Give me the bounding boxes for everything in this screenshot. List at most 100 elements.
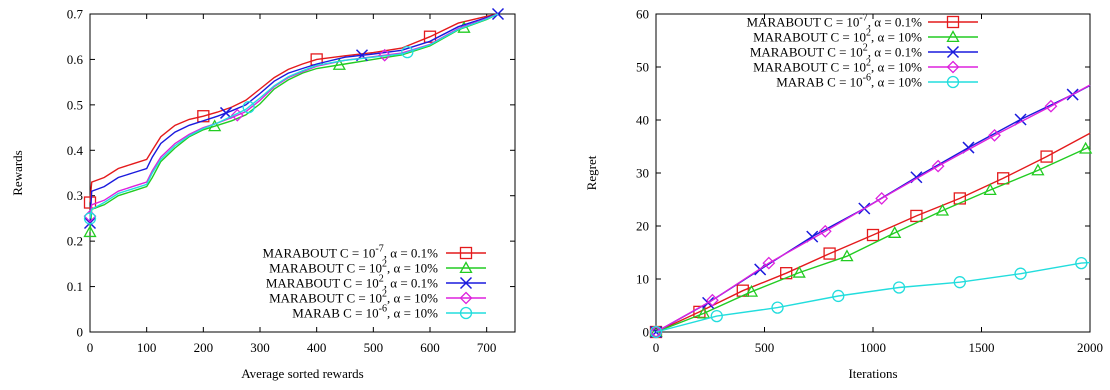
data-point bbox=[242, 100, 255, 114]
y-tick-label: 0.5 bbox=[67, 97, 83, 112]
data-point bbox=[230, 108, 244, 122]
legend-marker bbox=[459, 276, 473, 290]
data-point bbox=[910, 209, 923, 223]
data-point bbox=[332, 58, 346, 70]
data-point bbox=[888, 226, 902, 238]
legend-label: MARABOUT C = 102, α = 0.1% bbox=[750, 43, 922, 60]
y-axis-label: Rewards bbox=[10, 150, 25, 196]
data-point bbox=[378, 48, 392, 62]
legend-label: MARABOUT C = 102, α = 10% bbox=[753, 58, 922, 75]
y-tick-label: 10 bbox=[636, 272, 649, 287]
x-tick-label: 2000 bbox=[1077, 340, 1103, 355]
series-line bbox=[89, 13, 499, 203]
legend: MARABOUT C = 10-7, α = 0.1%MARABOUT C = … bbox=[747, 13, 978, 90]
x-tick-label: 0 bbox=[87, 340, 94, 355]
data-point bbox=[197, 110, 210, 123]
x-tick-label: 100 bbox=[137, 340, 157, 355]
x-tick-label: 500 bbox=[364, 340, 384, 355]
series-line bbox=[655, 261, 1091, 333]
series-line bbox=[89, 13, 499, 233]
data-point bbox=[823, 247, 836, 260]
regret-chart: 0 500 1000 1500 2000 0 10 20 30 40 50 60 Iterations R… bbox=[584, 7, 1103, 382]
data-point bbox=[953, 192, 966, 205]
data-point bbox=[83, 216, 97, 230]
data-point bbox=[875, 192, 889, 205]
data-point bbox=[1040, 150, 1053, 163]
y-tick-label: 0 bbox=[643, 325, 650, 340]
data-point bbox=[892, 281, 906, 294]
legend-marker bbox=[946, 75, 960, 89]
legend-marker bbox=[946, 30, 960, 43]
x-axis-label: Average sorted rewards bbox=[241, 366, 363, 381]
series-line bbox=[89, 13, 499, 217]
y-tick-label: 0 bbox=[77, 325, 84, 340]
data-point bbox=[401, 46, 414, 59]
y-tick-label: 40 bbox=[636, 113, 649, 128]
data-point bbox=[1014, 267, 1027, 280]
data-point bbox=[866, 228, 880, 242]
legend-label: MARABOUT C = 10-7, α = 0.1% bbox=[263, 244, 439, 261]
data-point bbox=[1031, 163, 1045, 176]
legend-label: MARABOUT C = 10-7, α = 0.1% bbox=[747, 13, 923, 30]
data-point bbox=[697, 306, 711, 319]
y-tick-label: 30 bbox=[636, 166, 649, 181]
legend-label: MARAB C = 10-6, α = 10% bbox=[776, 73, 922, 90]
y-tick-label: 20 bbox=[636, 219, 649, 234]
series-group bbox=[83, 7, 505, 238]
data-point bbox=[83, 212, 97, 225]
data-point bbox=[423, 30, 437, 43]
data-point bbox=[706, 293, 719, 307]
data-point bbox=[1075, 256, 1088, 270]
x-tick-label: 0 bbox=[653, 340, 660, 355]
y-tick-label: 0.3 bbox=[67, 188, 83, 203]
data-point bbox=[744, 284, 759, 297]
data-point bbox=[771, 301, 784, 314]
legend-marker bbox=[459, 306, 473, 320]
data-point bbox=[818, 224, 832, 238]
y-tick-label: 0.7 bbox=[67, 7, 84, 22]
data-point bbox=[83, 196, 97, 209]
x-tick-label: 500 bbox=[755, 340, 775, 355]
x-tick-label: 600 bbox=[420, 340, 440, 355]
data-point bbox=[792, 265, 806, 278]
legend-label: MARABOUT C = 102, α = 10% bbox=[269, 259, 438, 276]
legend-label: MARAB C = 10-6, α = 10% bbox=[292, 304, 438, 321]
data-point bbox=[780, 267, 793, 280]
data-point bbox=[1079, 141, 1093, 154]
legend-marker bbox=[459, 291, 473, 305]
x-tick-label: 400 bbox=[307, 340, 327, 355]
data-point bbox=[710, 309, 723, 323]
data-point bbox=[649, 325, 663, 339]
y-tick-label: 0.4 bbox=[67, 143, 84, 158]
data-point bbox=[931, 159, 945, 173]
legend-label: MARABOUT C = 102, α = 10% bbox=[269, 289, 438, 306]
legend-label: MARABOUT C = 102, α = 0.1% bbox=[266, 274, 438, 291]
rewards-chart: 0 100 200 300 400 500 600 700 0 0.1 0.2 0.3 0.4 0.5 0.… bbox=[10, 7, 516, 381]
data-point bbox=[953, 276, 966, 289]
data-point bbox=[83, 225, 97, 238]
x-tick-label: 1000 bbox=[860, 340, 886, 355]
data-point bbox=[762, 256, 776, 270]
y-tick-label: 50 bbox=[636, 60, 649, 75]
data-point bbox=[1044, 99, 1058, 113]
ticks: 0 100 200 300 400 500 600 700 0 0.1 0.2 0.3 0.4 0.5 0.… bbox=[67, 7, 515, 355]
data-point bbox=[983, 183, 997, 196]
data-point bbox=[997, 172, 1010, 185]
legend-marker bbox=[946, 60, 960, 74]
plot-frame bbox=[89, 13, 516, 333]
y-tick-label: 0.1 bbox=[67, 279, 83, 294]
x-axis-label: Iterations bbox=[848, 366, 897, 381]
legend-marker bbox=[459, 261, 473, 274]
data-point bbox=[832, 289, 845, 303]
series-line bbox=[655, 132, 1091, 333]
series-line bbox=[655, 84, 1091, 333]
legend-label: MARABOUT C = 102, α = 10% bbox=[753, 28, 922, 45]
series-line bbox=[655, 145, 1091, 333]
x-tick-label: 700 bbox=[477, 340, 497, 355]
x-tick-label: 200 bbox=[194, 340, 214, 355]
data-point bbox=[840, 249, 854, 262]
legend-marker bbox=[946, 15, 960, 29]
series-group bbox=[649, 84, 1093, 339]
series-line bbox=[89, 13, 499, 224]
